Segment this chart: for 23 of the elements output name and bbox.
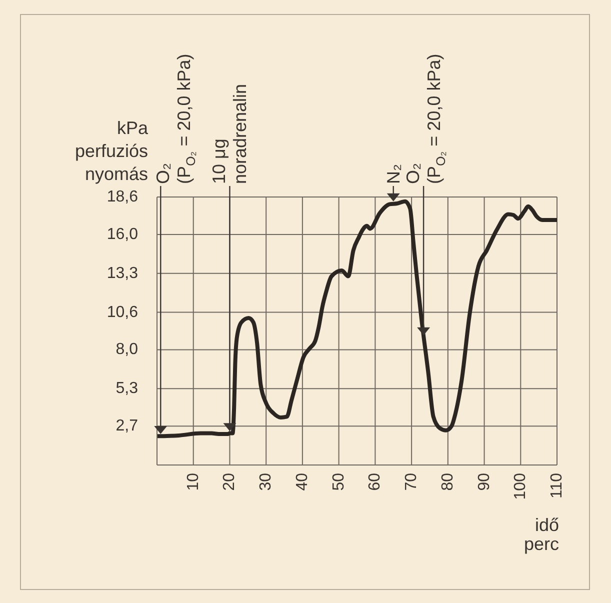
y-tick-label: 2,7 [116, 418, 138, 435]
x-tick-label: 70 [403, 472, 420, 491]
annotation: 10 μg noradrenalin [209, 84, 250, 184]
x-tick-label: 60 [366, 472, 384, 491]
x-tick-label: 90 [476, 472, 493, 491]
x-tick-label: 40 [294, 472, 311, 491]
y-tick-label: 10,6 [106, 304, 138, 321]
x-tick-label: 110 [548, 472, 566, 499]
annotation: N₂ [383, 164, 404, 184]
x-axis-title: idő perc [524, 515, 559, 554]
x-tick-label: 80 [439, 472, 456, 491]
line-series [157, 199, 557, 438]
y-tick-label: 16,0 [106, 226, 138, 243]
y-tick-label: 18,6 [106, 188, 138, 206]
y-axis-title: kPa perfuziós nyomás [74, 118, 149, 184]
x-tick-label: 100 [512, 472, 530, 500]
x-tick-label: 50 [330, 472, 348, 491]
y-tick-label: 13,3 [106, 264, 138, 282]
y-tick-label: 5,3 [116, 380, 138, 398]
x-tick-label: 20 [221, 472, 238, 491]
y-tick-label: 8,0 [116, 341, 138, 358]
x-tick-label: 30 [258, 472, 275, 491]
x-tick-label: 10 [184, 472, 202, 491]
